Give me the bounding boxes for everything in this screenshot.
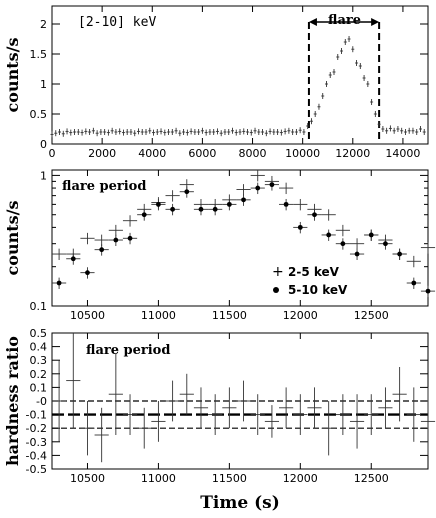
y-tick-label: 0.1 xyxy=(30,381,48,394)
bottom-flare-period-label: flare period xyxy=(86,343,170,358)
x-tick-label: 12500 xyxy=(354,472,389,485)
x-tick-label: 0 xyxy=(49,147,56,160)
panel-middle-frame xyxy=(51,169,429,307)
data-dot xyxy=(56,280,62,286)
top-axis-ticks: 0 2000 4000 6000 8000 10000 12000 14000 0 0.5 1 1.5… xyxy=(30,6,428,160)
middle-axis-ticks: 10500 11000 11500 12000 12500 0.1 1 xyxy=(30,169,428,322)
y-tick-label: 0.3 xyxy=(30,354,48,367)
data-dot xyxy=(170,206,176,212)
flare-arrow-left-head xyxy=(308,18,317,26)
data-dot xyxy=(70,256,76,262)
energy-band-label: [2-10] keV xyxy=(78,15,156,30)
data-dot xyxy=(297,224,303,230)
y-tick-label: 1 xyxy=(40,169,47,182)
data-dot xyxy=(99,247,105,253)
data-dot xyxy=(383,241,388,247)
x-tick-label: 11000 xyxy=(141,472,176,485)
data-dot xyxy=(340,241,346,247)
x-tick-label: 4000 xyxy=(138,147,166,160)
y-tick-label: -0.3 xyxy=(26,436,47,449)
x-tick-label: 11500 xyxy=(212,472,247,485)
y-tick-label: 0.5 xyxy=(30,327,48,340)
y-tick-label: -0.4 xyxy=(26,449,47,462)
x-tick-label: 12000 xyxy=(283,472,318,485)
middle-y-axis-label: counts/s xyxy=(3,201,22,276)
x-axis-label: Time (s) xyxy=(200,493,280,513)
data-dot xyxy=(127,235,133,241)
flare-arrow-right-head xyxy=(371,18,380,26)
y-tick-label: -0.2 xyxy=(26,422,47,435)
x-tick-label: 12000 xyxy=(283,309,318,322)
data-dot xyxy=(269,182,275,188)
y-tick-label: 0.2 xyxy=(30,368,48,381)
legend-label-5-10-kev: 5-10 keV xyxy=(288,283,348,297)
y-tick-label: 0.1 xyxy=(30,300,48,313)
x-tick-label: 2000 xyxy=(88,147,116,160)
x-tick-label: 10000 xyxy=(285,147,320,160)
data-dot xyxy=(113,237,119,243)
data-dot xyxy=(425,288,431,294)
panel-top-lightcurve: [2-10] keV flare counts/s 0 2000 4000 6000 8… xyxy=(3,5,429,160)
bottom-data-points xyxy=(52,333,436,463)
y-tick-label: 1 xyxy=(40,78,47,91)
panel-bottom-hardness: flare period hardness ratio Time (s) 105… xyxy=(3,327,436,513)
y-tick-label: -0.1 xyxy=(26,409,47,422)
legend: + 2-5 keV 5-10 keV xyxy=(272,264,348,297)
data-dot xyxy=(156,201,161,207)
data-dot xyxy=(368,232,374,238)
data-dot xyxy=(198,206,204,212)
bottom-axis-ticks: 10500 11000 11500 12000 12500-0.5-0.4-0.3-0.… xyxy=(26,327,428,485)
y-tick-label: -0 xyxy=(36,395,47,408)
x-tick-label: 12000 xyxy=(335,147,370,160)
flare-label: flare xyxy=(328,13,361,28)
legend-plus-symbol: + xyxy=(272,264,284,280)
x-tick-label: 11500 xyxy=(212,309,247,322)
x-tick-label: 11000 xyxy=(141,309,176,322)
y-tick-label: 0 xyxy=(40,138,47,151)
x-tick-label: 14000 xyxy=(385,147,420,160)
bottom-y-axis-label: hardness ratio xyxy=(3,336,22,466)
data-dot xyxy=(397,251,403,257)
y-tick-label: 0.4 xyxy=(30,341,48,354)
data-dot xyxy=(85,270,90,276)
data-dot xyxy=(241,197,246,203)
x-tick-label: 10500 xyxy=(70,472,105,485)
legend-label-2-5-kev: 2-5 keV xyxy=(288,265,340,279)
middle-data-points xyxy=(52,170,436,298)
data-dot xyxy=(141,212,147,218)
y-tick-label: 2 xyxy=(40,18,47,31)
x-tick-label: 12500 xyxy=(354,309,389,322)
data-dot xyxy=(283,201,289,207)
data-dot xyxy=(411,280,417,286)
data-dot xyxy=(312,212,317,218)
legend-dot-symbol xyxy=(273,287,279,293)
y-tick-label: 0.5 xyxy=(30,108,48,121)
data-dot xyxy=(226,201,232,207)
middle-flare-period-label: flare period xyxy=(62,179,146,194)
y-tick-label: -0.5 xyxy=(26,463,47,476)
data-dot xyxy=(212,206,218,212)
panel-top-frame xyxy=(51,5,429,145)
x-tick-label: 10500 xyxy=(70,309,105,322)
panel-middle-bands: flare period counts/s 10500 11000 11500 120… xyxy=(3,169,436,322)
x-tick-label: 8000 xyxy=(239,147,267,160)
flare-markers xyxy=(307,18,381,140)
data-dot xyxy=(184,189,190,195)
data-dot xyxy=(255,185,261,191)
x-tick-label: 6000 xyxy=(188,147,216,160)
top-data-points xyxy=(50,36,426,138)
data-dot xyxy=(326,232,332,238)
top-y-axis-label: counts/s xyxy=(3,38,22,113)
data-dot xyxy=(354,251,360,257)
y-tick-label: 1.5 xyxy=(30,48,48,61)
